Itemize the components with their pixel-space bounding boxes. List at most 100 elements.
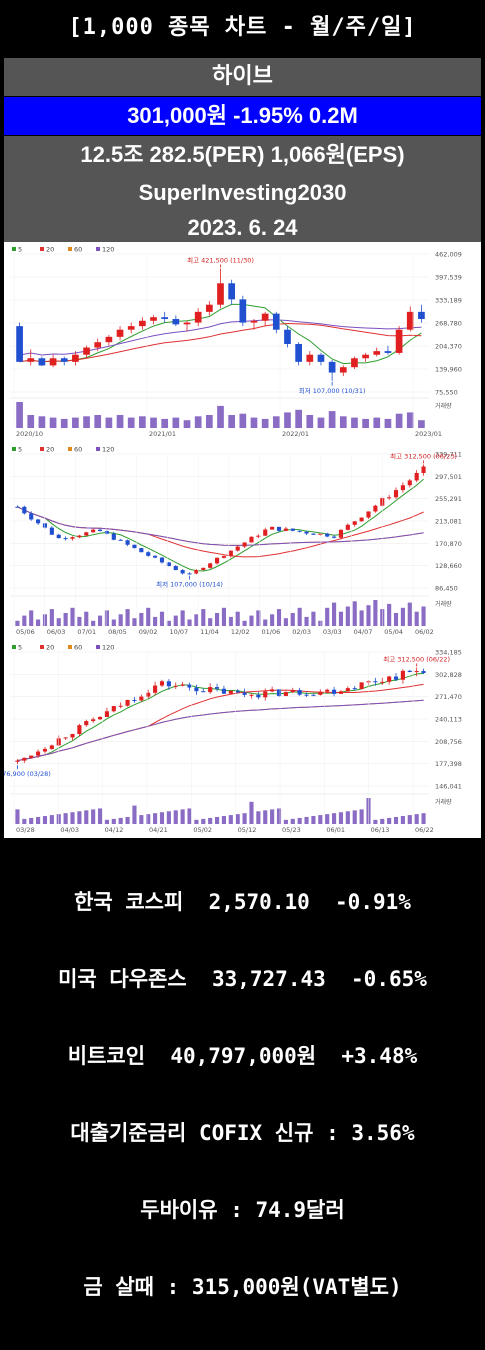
candle-body [29,755,34,758]
candle-body [352,688,357,690]
volume-bar [84,611,89,626]
candle-body [180,570,185,574]
volume-bar [173,615,178,626]
volume-bar [263,810,268,824]
volume-bar [221,816,227,824]
x-tick-label: 04/03 [60,826,79,834]
volume-bar [290,613,295,626]
date-line: 2023. 6. 24 [4,212,481,242]
volume-label: 거래량 [435,402,452,410]
x-tick-label: 06/02 [415,628,434,636]
volume-bar [201,818,206,824]
volume-bar [36,619,41,626]
candle-body [104,531,109,534]
candle-body [15,760,20,762]
y-tick-label: 208,756 [435,738,462,746]
candle-body [94,342,102,348]
volume-bar [228,815,233,824]
candle-body [16,326,23,362]
legend-swatch-120 [96,247,100,251]
candle-body [194,687,199,692]
volume-bar [116,415,124,428]
candle-body [125,699,130,706]
volume-bar [373,600,378,626]
candle-body [111,706,116,712]
stats-line: 12.5조 282.5(PER) 1,066원(EPS) [4,136,481,174]
volume-bar [16,402,23,428]
y-tick-label: 177,398 [435,760,462,768]
volume-bar [276,609,282,626]
volume-bar [406,412,414,428]
ma5-line [17,478,424,572]
volume-bar [94,415,102,428]
volume-bar [317,417,325,428]
volume-bar [72,417,79,428]
volume-bar [414,814,419,824]
legend-label-20: 20 [46,644,54,652]
candle-body [318,533,323,535]
candle-body [352,521,357,525]
volume-bar [29,817,34,824]
candle-body [263,529,268,536]
volume-bar [29,610,34,626]
candle-body [217,283,224,305]
volume-bar [97,615,103,626]
legend-swatch-60 [68,645,72,649]
low-annotation: 최저 107,000 (10/31) [299,386,366,395]
volume-bar [146,814,151,824]
candle-body [153,685,158,693]
volume-bar [153,813,158,824]
y-tick-label: 271,470 [435,693,462,701]
ma20-line [19,322,422,363]
x-tick-label: 05/06 [16,628,35,636]
candle-body [49,358,57,366]
candle-body [38,358,46,366]
candle-body [180,684,185,686]
volume-bar [70,812,75,824]
volume-bar [256,811,261,824]
candle-body [15,506,20,508]
candle-body [228,690,233,694]
candle-body [132,699,137,701]
volume-bar [304,816,309,824]
candle-body [127,326,135,330]
volume-bar [242,620,247,626]
legend-swatch-20 [40,447,44,451]
volume-bar [111,818,116,824]
volume-bar [306,415,314,428]
x-tick-label: 06/01 [326,826,345,834]
candle-body [104,711,109,717]
volume-bar [352,810,357,824]
candle-body [70,537,75,539]
candle-body [297,530,302,532]
candle-body [205,304,213,312]
candle-body [60,358,68,362]
candle-body [263,691,268,698]
candle-body [407,480,412,486]
y-tick-label: 146,041 [435,783,462,791]
candle-body [42,523,48,528]
candle-body [187,573,192,575]
volume-bar [345,811,350,824]
volume-bar [97,808,103,824]
market-gold: 금 살때 : 315,000원(VAT별도) [83,1275,402,1299]
volume-bar [208,618,213,626]
legend-swatch-5 [12,247,16,251]
x-tick-label: 04/07 [354,628,373,636]
candle-body [159,681,165,686]
y-tick-label: 75,550 [435,389,458,397]
volume-bar [393,613,399,626]
ma5-line [17,672,424,762]
volume-bar [235,814,240,824]
volume-bar [180,809,185,824]
high-annotation: 최고 312,500 (06/23) [390,451,457,460]
volume-bar [297,817,302,824]
candle-body [84,721,89,726]
candle-body [118,539,123,541]
volume-bar [318,815,323,824]
candle-body [27,358,35,362]
daily-chart: 5 20 60 120 334,185 302,828 271,470 240,113 208,… [0,640,481,838]
candle-body [146,692,151,697]
candle-body [380,681,385,683]
volume-bar [366,605,371,626]
